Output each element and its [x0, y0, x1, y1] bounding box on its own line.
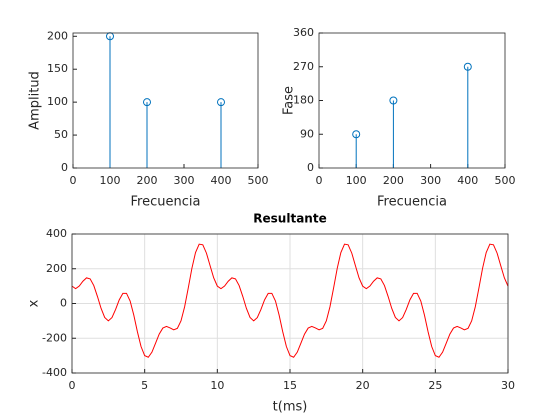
y-tick-label: -400 — [42, 366, 67, 379]
stem-marker — [463, 62, 472, 71]
y-tick-label: 400 — [46, 227, 67, 240]
x-tick-label: 0 — [69, 379, 76, 392]
y-tick-label: 90 — [300, 127, 314, 140]
x-axis-label: t(ms) — [273, 400, 308, 415]
x-tick-label: 25 — [428, 379, 442, 392]
y-tick-label: 200 — [46, 262, 67, 275]
x-tick-label: 200 — [137, 174, 158, 187]
axes-box — [318, 32, 506, 169]
x-axis-label: Frecuencia — [131, 195, 201, 210]
plot-area — [73, 33, 258, 168]
x-tick-label: 300 — [420, 174, 441, 187]
x-tick-label: 400 — [211, 174, 232, 187]
axes-title: Resultante — [253, 212, 326, 226]
signal-line — [71, 243, 509, 358]
x-tick-label: 20 — [356, 379, 370, 392]
y-axis-label: Fase — [282, 86, 297, 115]
x-tick-label: 300 — [174, 174, 195, 187]
x-tick-label: 100 — [346, 174, 367, 187]
x-tick-label: 100 — [100, 174, 121, 187]
x-tick-label: 400 — [457, 174, 478, 187]
x-tick-label: 5 — [141, 379, 148, 392]
y-tick-label: 270 — [293, 60, 314, 73]
y-axis-label: x — [27, 299, 42, 307]
plot-area — [319, 33, 505, 168]
x-tick-label: 0 — [70, 174, 77, 187]
y-tick-label: 0 — [307, 161, 314, 174]
y-tick-label: 0 — [61, 161, 68, 174]
y-axis-label: Amplitud — [28, 71, 43, 130]
stem-marker — [352, 130, 361, 139]
x-tick-label: 200 — [383, 174, 404, 187]
x-tick-label: 30 — [501, 379, 515, 392]
y-tick-label: 50 — [54, 128, 68, 141]
y-tick-label: -200 — [42, 331, 67, 344]
y-tick-label: 360 — [293, 26, 314, 39]
y-tick-label: 180 — [293, 94, 314, 107]
x-tick-label: 15 — [283, 379, 297, 392]
axes-box — [71, 233, 509, 374]
stem-marker — [389, 96, 398, 105]
axes-box — [72, 32, 259, 169]
y-tick-label: 150 — [47, 62, 68, 75]
x-tick-label: 500 — [495, 174, 516, 187]
y-tick-label: 200 — [47, 29, 68, 42]
x-axis-label: Frecuencia — [377, 195, 447, 210]
x-tick-label: 10 — [210, 379, 224, 392]
x-tick-label: 0 — [316, 174, 323, 187]
stem-marker — [217, 98, 225, 107]
x-tick-label: 500 — [248, 174, 269, 187]
y-tick-label: 100 — [47, 95, 68, 108]
stem-marker — [143, 98, 151, 107]
y-tick-label: 0 — [60, 297, 67, 310]
